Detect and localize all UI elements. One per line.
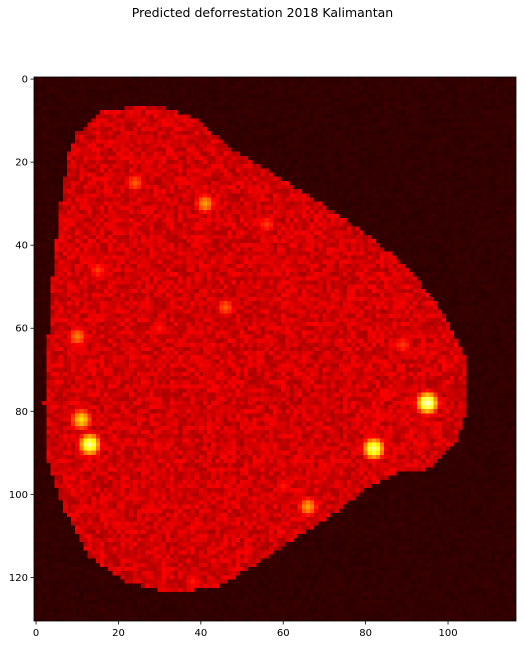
x-tick-label: 0 [33,628,39,639]
x-tick-label: 100 [438,628,457,639]
chart-title: Predicted deforrestation 2018 Kalimantan [131,5,394,20]
y-tick-label: 20 [15,158,28,169]
x-tick-label: 20 [112,628,125,639]
x-tick-label: 80 [359,628,372,639]
y-tick-label: 0 [22,75,28,86]
y-axis: 0 20 40 60 80 100 120 [9,75,34,584]
x-tick-label: 40 [194,628,207,639]
x-axis: 0 20 40 60 80 100 [33,621,458,639]
y-tick-label: 40 [15,241,28,252]
heatmap-image [34,77,516,621]
y-tick-label: 60 [15,324,28,335]
axes-frame [33,76,517,622]
y-tick-label: 100 [9,490,28,501]
y-tick-label: 80 [15,407,28,418]
x-tick-label: 60 [277,628,290,639]
y-tick-label: 120 [9,573,28,584]
